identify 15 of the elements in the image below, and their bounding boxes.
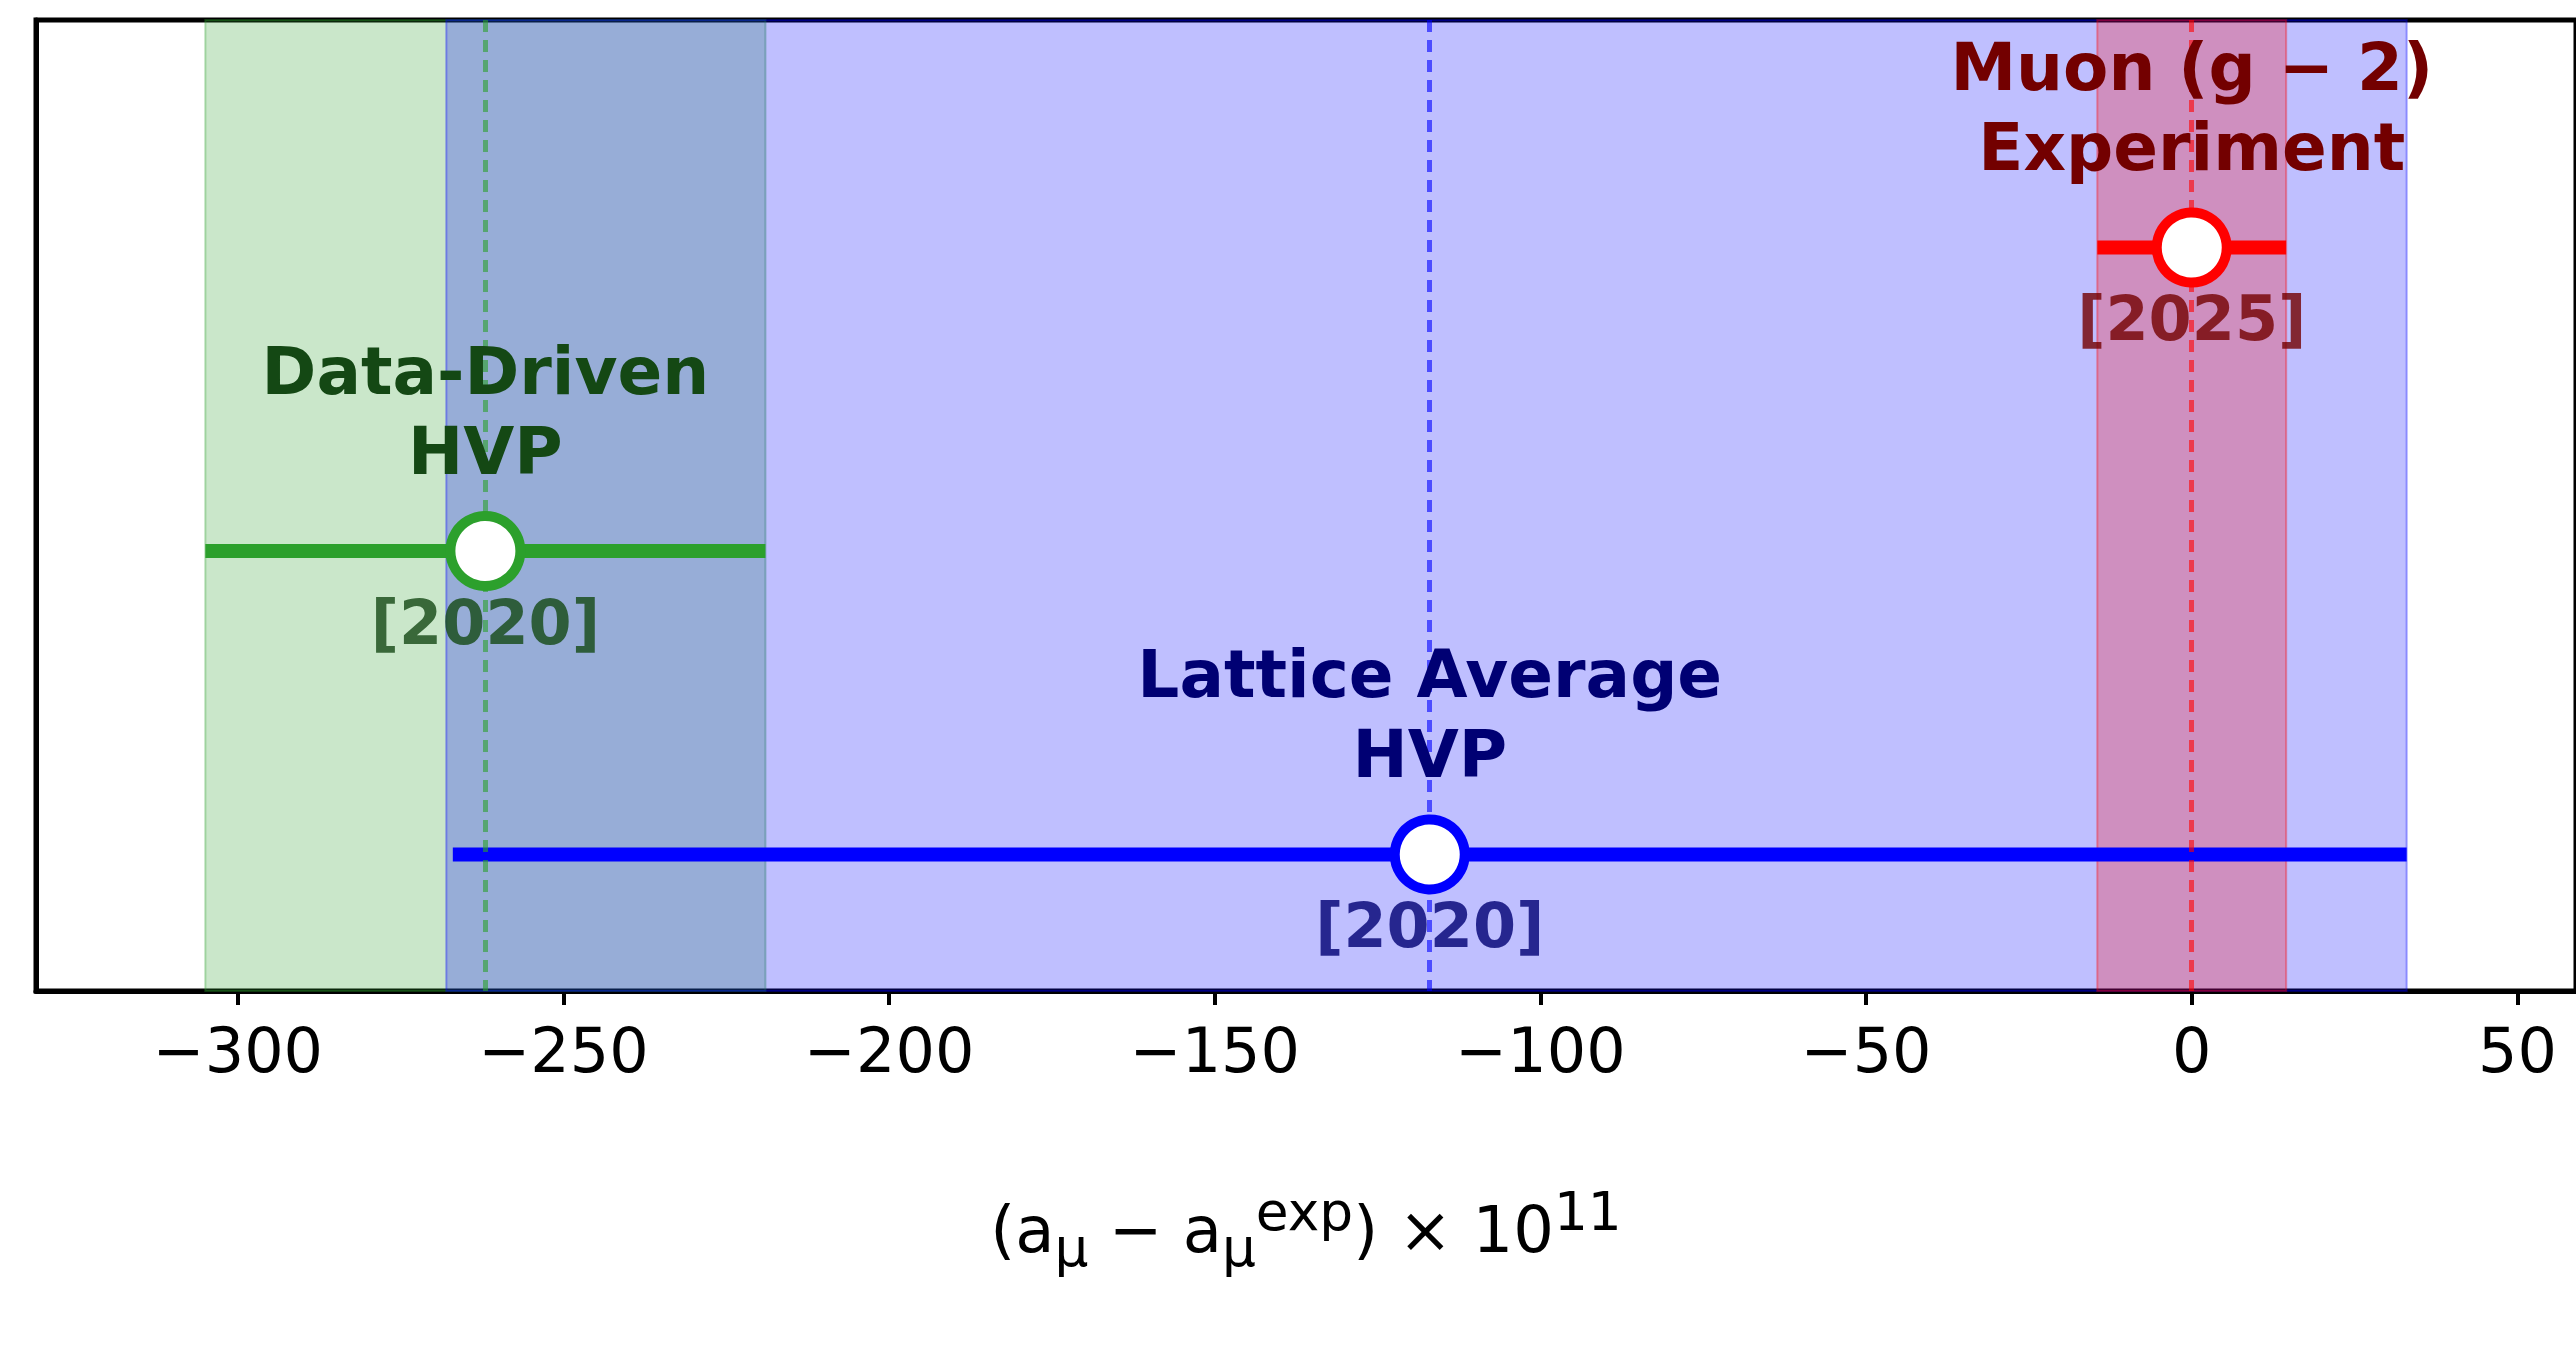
- series-label: Muon (g − 2) Experiment: [1950, 29, 2434, 187]
- x-tick-label: −200: [804, 1013, 975, 1087]
- series-label: Data-Driven HVP: [261, 332, 710, 490]
- annotation: [2020]: [1315, 888, 1545, 962]
- x-tick-label: 0: [2172, 1013, 2212, 1087]
- x-tick-label: −100: [1455, 1013, 1626, 1087]
- x-tick-label: 50: [2477, 1013, 2557, 1087]
- series-label: Lattice Average HVP: [1137, 635, 1723, 793]
- x-tick-label: −150: [1129, 1013, 1300, 1087]
- annotation: [2025]: [2077, 282, 2307, 356]
- x-axis-title: (a$_{μ}$ − a$_{μ}$$^{exp}$) × 10$^{11}$: [989, 1180, 1623, 1280]
- annotation: [2020]: [370, 585, 600, 659]
- x-tick-label: −250: [478, 1013, 649, 1087]
- x-tick-label: −300: [152, 1013, 324, 1087]
- x-tick-label: −50: [1800, 1013, 1932, 1087]
